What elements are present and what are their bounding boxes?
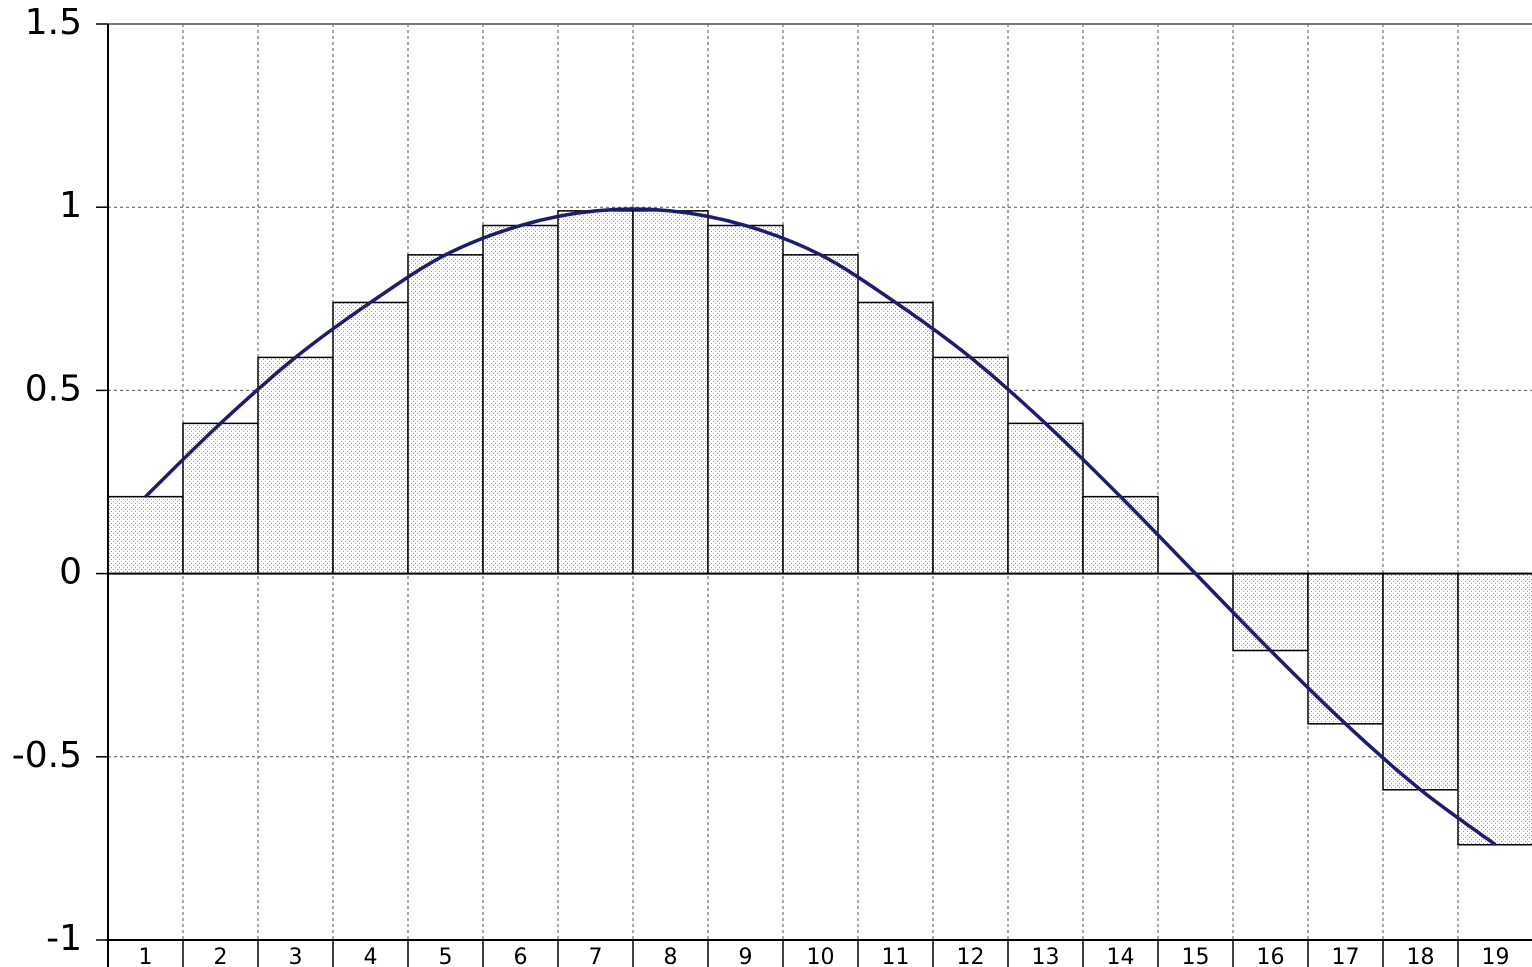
y-tick-label: 1.5 [25, 2, 82, 43]
bar [557, 210, 634, 575]
y-tick-label: 1 [59, 185, 82, 226]
y-tick-label: 0 [59, 552, 82, 593]
y-tick-label: 0.5 [25, 368, 82, 409]
bar [1307, 572, 1384, 725]
x-tick-label: 7 [589, 945, 603, 967]
bar [1007, 422, 1084, 575]
curve [144, 207, 1497, 847]
x-tick-label: 15 [1182, 945, 1210, 967]
x-tick-label: 18 [1407, 945, 1435, 967]
bar [482, 224, 559, 575]
bar [257, 356, 334, 575]
x-tick-label: 13 [1032, 945, 1060, 967]
x-tick-label: 11 [882, 945, 910, 967]
bar [707, 224, 784, 575]
x-tick-label: 10 [807, 945, 835, 967]
bar [182, 422, 259, 575]
x-tick-label: 19 [1482, 945, 1510, 967]
bar [1082, 495, 1159, 575]
x-tick-label: 12 [957, 945, 985, 967]
x-tick-label: 9 [739, 945, 753, 967]
x-tick-label: 6 [514, 945, 528, 967]
bar [332, 301, 409, 575]
bar [1457, 572, 1532, 846]
bar [782, 254, 859, 575]
bar [107, 495, 184, 575]
bar [632, 210, 709, 575]
x-tick-label: 14 [1107, 945, 1135, 967]
y-tick-label: -1 [46, 918, 82, 959]
y-tick-label: -0.5 [12, 735, 82, 776]
x-tick-label: 4 [364, 945, 378, 967]
bar [857, 301, 934, 575]
x-tick-label: 1 [139, 945, 153, 967]
bar [1232, 572, 1309, 652]
x-tick-label: 8 [664, 945, 678, 967]
x-tick-label: 17 [1332, 945, 1360, 967]
bar [407, 254, 484, 575]
bar [932, 356, 1009, 575]
x-tick-label: 2 [214, 945, 228, 967]
x-tick-label: 3 [289, 945, 303, 967]
x-tick-label: 16 [1257, 945, 1285, 967]
bar [1382, 572, 1459, 791]
x-tick-label: 5 [439, 945, 453, 967]
